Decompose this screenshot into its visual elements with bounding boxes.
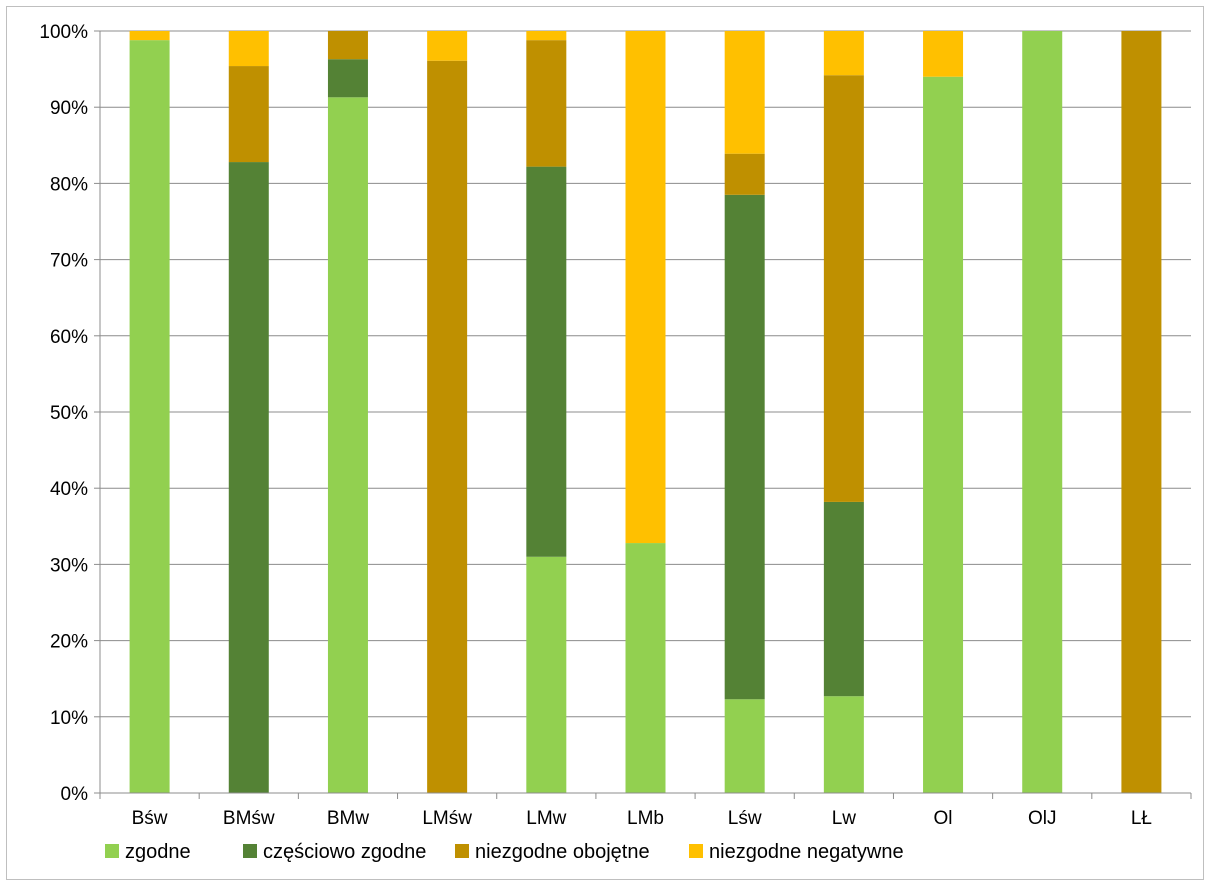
bar-segment — [228, 66, 269, 163]
legend-label: częściowo zgodne — [263, 841, 426, 863]
bar-segment — [823, 75, 864, 502]
x-tick-labels: Bśw BMśw BMw LMśw LMw LMb Lśw Lw Ol OlJ LŁ — [132, 808, 1152, 829]
bar-segment — [923, 76, 964, 794]
x-tick-label: OlJ — [1028, 808, 1057, 829]
y-tick-label: 40% — [50, 479, 88, 500]
legend-swatch — [455, 844, 469, 858]
axes — [94, 30, 1192, 799]
bar-segment — [327, 97, 368, 793]
bar-segment — [327, 31, 368, 60]
legend-swatch — [689, 844, 703, 858]
bar-segment — [625, 543, 666, 793]
legend-swatch — [105, 844, 119, 858]
y-tick-label: 100% — [39, 22, 88, 43]
bar-segment — [923, 31, 964, 77]
y-tick-label: 70% — [50, 251, 88, 272]
bar-segment — [823, 31, 864, 76]
bar-segment — [427, 60, 468, 793]
bar-segment — [724, 153, 765, 195]
bars — [129, 31, 1162, 794]
bar-segment — [327, 59, 368, 98]
x-tick-label: BMw — [327, 808, 370, 829]
y-tick-label: 30% — [50, 555, 88, 576]
x-tick-label: LMśw — [422, 808, 472, 829]
legend-label: zgodne — [125, 841, 191, 863]
bar-segment — [724, 194, 765, 700]
bar-segment — [823, 696, 864, 793]
legend: zgodne częściowo zgodne niezgodne obojętne… — [105, 841, 904, 863]
chart-frame: 0% 10% 20% 30% 40% 50% 60% 70% 80% 90% 100% Bśw BMś… — [6, 6, 1204, 880]
bar-segment — [526, 556, 567, 793]
bar-segment — [724, 31, 765, 154]
x-tick-label: Lw — [832, 808, 857, 829]
y-tick-labels: 0% 10% 20% 30% 40% 50% 60% 70% 80% 90% 100% — [39, 22, 88, 805]
legend-label: niezgodne negatywne — [709, 841, 904, 863]
bar-segment — [823, 501, 864, 697]
y-tick-label: 80% — [50, 174, 88, 195]
y-tick-label: 60% — [50, 327, 88, 348]
bar-segment — [526, 31, 567, 41]
bar-segment — [625, 31, 666, 544]
x-tick-label: Lśw — [728, 808, 762, 829]
legend-label: niezgodne obojętne — [475, 841, 650, 863]
bar-segment — [1022, 31, 1063, 793]
y-tick-label: 50% — [50, 403, 88, 424]
y-tick-label: 90% — [50, 98, 88, 119]
bar-segment — [526, 166, 567, 557]
bar-segment — [228, 162, 269, 794]
x-tick-label: BMśw — [223, 808, 275, 829]
bar-segment — [1121, 31, 1162, 793]
x-tick-label: Bśw — [132, 808, 168, 829]
x-tick-label: LMb — [627, 808, 664, 829]
bar-segment — [129, 40, 170, 794]
y-tick-label: 20% — [50, 632, 88, 653]
bar-segment — [526, 40, 567, 167]
bar-segment — [228, 31, 269, 67]
stacked-bar-chart: 0% 10% 20% 30% 40% 50% 60% 70% 80% 90% 100% Bśw BMś… — [39, 22, 1192, 863]
legend-swatch — [243, 844, 257, 858]
x-tick-label: LMw — [526, 808, 566, 829]
bar-segment — [724, 699, 765, 793]
y-tick-label: 10% — [50, 708, 88, 729]
bar-segment — [129, 31, 170, 41]
x-tick-label: LŁ — [1131, 808, 1152, 829]
bar-segment — [427, 31, 468, 61]
y-tick-label: 0% — [61, 784, 89, 805]
x-tick-label: Ol — [934, 808, 953, 829]
